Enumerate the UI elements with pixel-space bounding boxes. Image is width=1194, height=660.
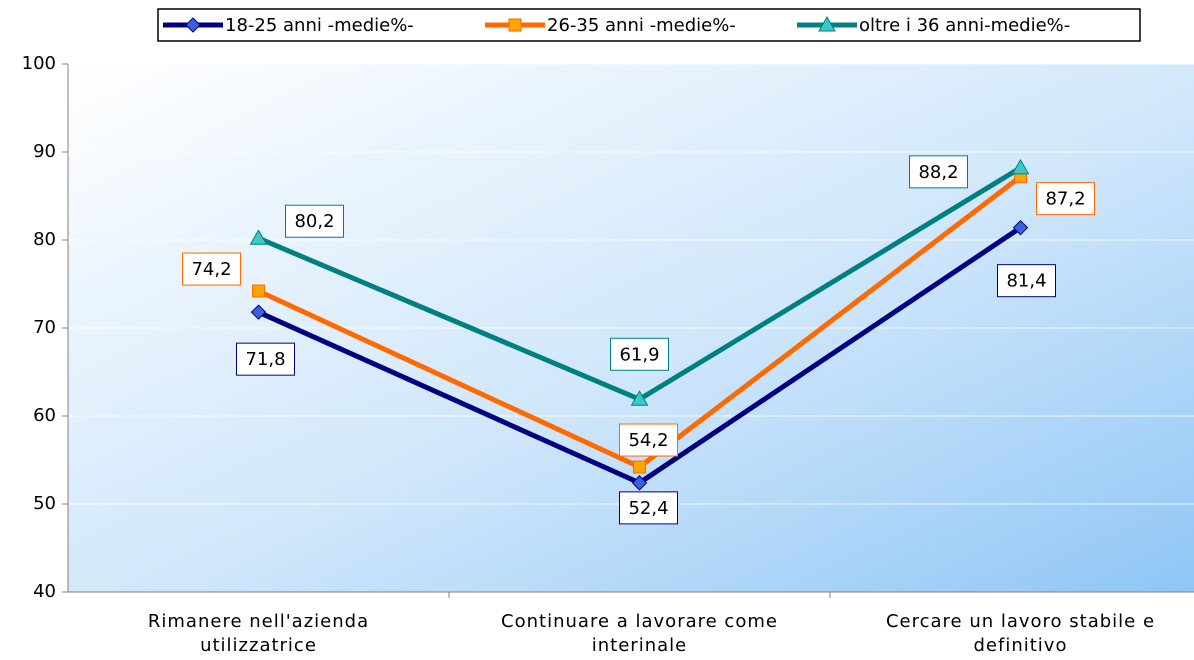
y-tick-label: 60: [33, 405, 56, 426]
value-label: 54,2: [628, 430, 668, 451]
marker: [250, 304, 267, 320]
marker: [185, 17, 201, 33]
value-label: 80,2: [294, 211, 334, 232]
marker: [633, 460, 646, 474]
y-tick-label: 90: [33, 141, 56, 162]
marker: [249, 229, 268, 245]
value-label-box: [610, 337, 669, 371]
legend-label: oltre i 36 anni-medie%-: [859, 15, 1070, 36]
x-tick-label: Continuare a lavorare come interinale: [501, 611, 778, 656]
legend-label: 18-25 anni -medie%-: [225, 15, 414, 36]
value-label: 71,8: [245, 349, 285, 370]
y-tick-label: 100: [22, 53, 56, 74]
marker: [818, 15, 836, 32]
x-tick-label: Rimanere nell'azienda utilizzatrice: [148, 611, 369, 656]
value-label: 87,2: [1045, 189, 1085, 210]
marker: [1012, 219, 1029, 236]
marker: [508, 18, 522, 32]
value-label-box: [997, 264, 1056, 298]
legend-label: 26-35 anni -medie%-: [547, 15, 736, 36]
value-label-box: [909, 155, 968, 189]
value-label: 52,4: [628, 498, 668, 519]
value-label-box: [619, 423, 678, 457]
value-label: 81,4: [1006, 271, 1046, 292]
value-label-box: [1036, 182, 1095, 216]
marker: [1011, 158, 1030, 175]
y-tick-label: 70: [33, 317, 56, 338]
value-label-box: [236, 342, 295, 376]
value-label-box: [619, 491, 678, 525]
marker: [630, 390, 649, 406]
marker: [631, 475, 648, 491]
value-label-box: [285, 204, 344, 238]
value-label: 61,9: [619, 344, 659, 365]
y-tick-label: 40: [33, 581, 56, 602]
legend-box: [157, 8, 1141, 42]
value-label: 74,2: [191, 259, 231, 280]
y-tick-label: 80: [33, 229, 56, 250]
y-tick-label: 50: [33, 493, 56, 514]
x-tick-label: Cercare un lavoro stabile e definitivo: [886, 611, 1155, 656]
marker: [252, 284, 265, 298]
value-label-box: [182, 252, 241, 286]
value-label: 88,2: [918, 162, 958, 183]
